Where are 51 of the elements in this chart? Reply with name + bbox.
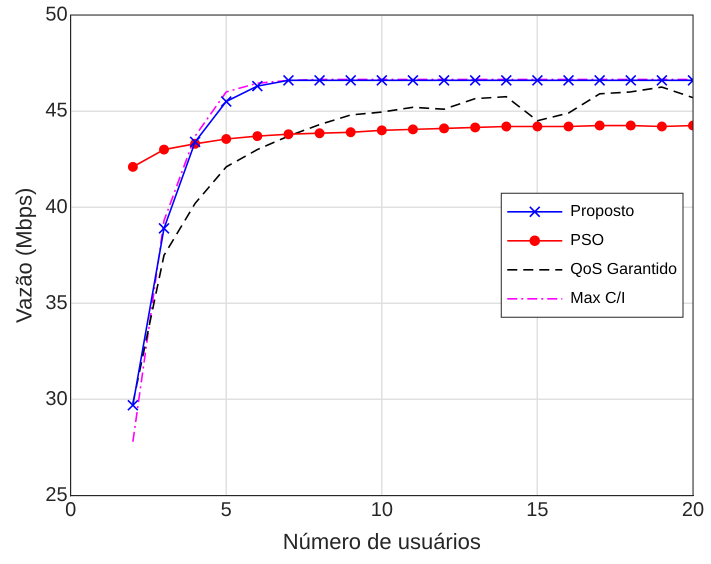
point bbox=[438, 74, 450, 86]
point bbox=[470, 122, 480, 132]
point bbox=[656, 74, 668, 86]
point bbox=[564, 122, 574, 132]
x-tick-label: 5 bbox=[220, 499, 232, 522]
point bbox=[656, 122, 667, 132]
point bbox=[594, 120, 605, 131]
point bbox=[439, 123, 450, 134]
x-axis-title: Número de usuários bbox=[282, 528, 481, 554]
y-tick-label: 40 bbox=[45, 196, 68, 218]
point bbox=[625, 74, 637, 86]
point bbox=[532, 122, 542, 132]
point bbox=[408, 124, 418, 134]
point bbox=[376, 74, 388, 86]
point bbox=[128, 162, 138, 172]
point bbox=[594, 74, 606, 86]
point bbox=[376, 125, 387, 136]
x-tick-label: 20 bbox=[682, 499, 704, 522]
point bbox=[158, 222, 170, 234]
point bbox=[282, 74, 294, 86]
legend-label: PSO bbox=[570, 232, 604, 250]
y-tick-label: 30 bbox=[45, 388, 68, 410]
x-tick-label: 15 bbox=[526, 499, 549, 522]
point bbox=[127, 400, 139, 411]
y-tick-label: 50 bbox=[45, 4, 68, 26]
y-tick-label: 35 bbox=[45, 292, 68, 314]
legend-label: Max C/I bbox=[570, 290, 626, 308]
point bbox=[469, 74, 481, 86]
point bbox=[344, 74, 356, 86]
x-tick-label: 0 bbox=[65, 499, 76, 522]
point bbox=[283, 129, 294, 140]
y-axis-title: Vazão (Mbps) bbox=[11, 188, 36, 323]
point bbox=[314, 74, 326, 86]
point bbox=[252, 80, 264, 92]
point bbox=[252, 131, 262, 142]
x-tick-label: 10 bbox=[370, 499, 393, 522]
point bbox=[220, 96, 232, 108]
point bbox=[346, 127, 356, 138]
legend-label: Proposto bbox=[570, 203, 634, 220]
legend-label: QoS Garantido bbox=[570, 261, 678, 278]
point bbox=[221, 134, 232, 144]
point bbox=[501, 122, 512, 132]
point bbox=[626, 120, 636, 131]
point bbox=[500, 74, 512, 86]
point bbox=[159, 144, 169, 155]
point bbox=[532, 74, 544, 86]
point bbox=[562, 74, 574, 86]
point bbox=[407, 74, 419, 86]
point bbox=[314, 128, 325, 138]
y-tick-label: 45 bbox=[45, 100, 68, 122]
point bbox=[189, 136, 201, 148]
